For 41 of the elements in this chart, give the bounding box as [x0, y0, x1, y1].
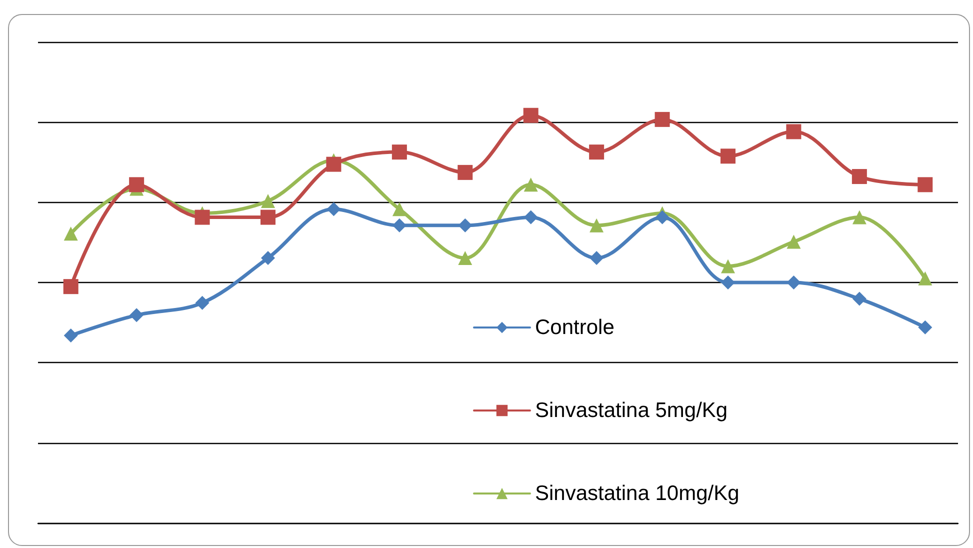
point [63, 279, 78, 294]
point [918, 320, 932, 334]
point [129, 177, 144, 192]
point [195, 296, 210, 310]
point [392, 218, 406, 232]
point [590, 251, 604, 266]
point [458, 218, 472, 232]
point [852, 169, 867, 184]
point [261, 194, 275, 208]
point [655, 210, 670, 224]
point [721, 259, 735, 274]
point [654, 112, 670, 127]
point [392, 202, 406, 216]
point [721, 276, 735, 290]
point [64, 328, 78, 342]
point [261, 251, 275, 266]
point [392, 144, 407, 160]
point [852, 292, 866, 306]
point [524, 210, 538, 224]
point [524, 178, 538, 192]
point [720, 148, 736, 164]
point [130, 308, 144, 322]
legend-label: Sinvastatina 10mg/Kg [535, 482, 740, 505]
point [590, 218, 604, 232]
point [260, 210, 276, 225]
point [326, 156, 342, 172]
point [458, 251, 472, 266]
point [589, 144, 604, 160]
point [786, 234, 801, 249]
point [326, 202, 341, 216]
point [786, 276, 801, 290]
point [194, 210, 210, 225]
point [458, 164, 473, 180]
legend-label: Sinvastatina 5mg/Kg [535, 399, 728, 422]
point [64, 226, 78, 241]
point [786, 124, 802, 140]
legend-label: Controle [535, 316, 614, 339]
point [918, 271, 932, 286]
point [852, 210, 866, 224]
point [523, 108, 538, 123]
point [918, 177, 933, 192]
